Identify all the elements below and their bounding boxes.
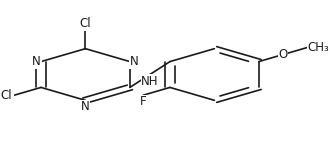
Text: N: N [81, 100, 90, 113]
Text: N: N [32, 55, 41, 68]
Text: NH: NH [141, 74, 159, 87]
Text: N: N [130, 55, 139, 68]
Text: Cl: Cl [80, 17, 91, 30]
Text: F: F [140, 95, 147, 108]
Text: O: O [279, 48, 288, 61]
Text: CH₃: CH₃ [308, 41, 329, 54]
Text: Cl: Cl [1, 89, 12, 102]
